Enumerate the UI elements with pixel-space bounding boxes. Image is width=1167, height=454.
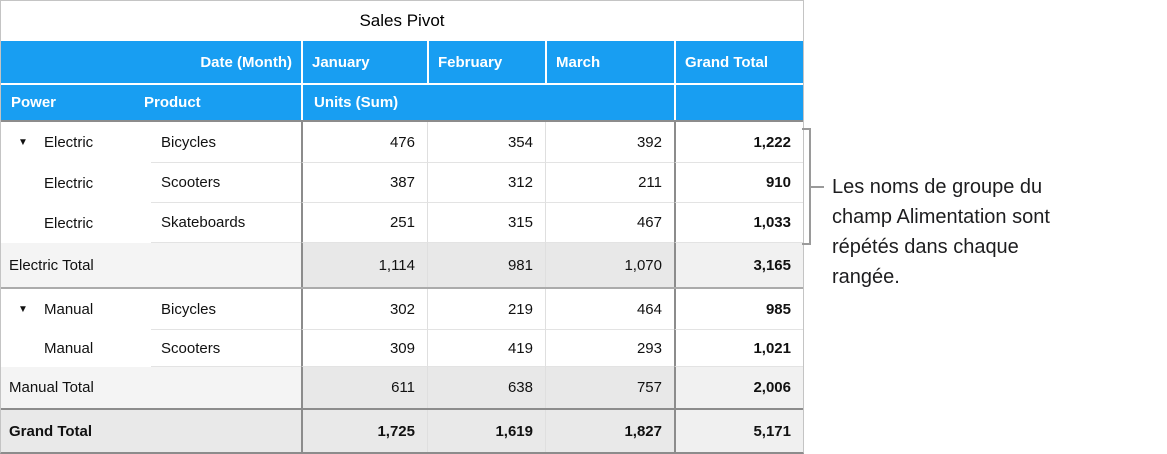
power-value: Manual: [44, 301, 94, 318]
power-cell[interactable]: Electric: [1, 163, 151, 203]
annotation-line: champ Alimentation sont: [832, 206, 1050, 228]
bracket-top-arm: [802, 128, 811, 130]
january-cell[interactable]: 387: [301, 163, 427, 203]
product-cell[interactable]: Scooters: [151, 163, 301, 203]
january-cell[interactable]: 309: [301, 330, 427, 367]
march-cell[interactable]: 1,070: [545, 243, 674, 287]
pivot-table: Sales Pivot Date (Month) January Februar…: [0, 0, 804, 454]
header-march[interactable]: March: [545, 41, 674, 83]
subtotal-label-cell[interactable]: Manual Total: [1, 367, 301, 408]
header-january[interactable]: January: [301, 41, 427, 83]
header-units-sum[interactable]: Units (Sum): [301, 85, 674, 120]
january-cell[interactable]: 1,114: [301, 243, 427, 287]
field-header-row: Power Product Units (Sum): [1, 85, 803, 122]
disclosure-triangle-icon[interactable]: ▼: [18, 136, 28, 148]
subtotal-label-cell[interactable]: Electric Total: [1, 243, 301, 287]
january-cell[interactable]: 611: [301, 367, 427, 408]
february-cell[interactable]: 638: [427, 367, 545, 408]
header-power-label: Power: [11, 94, 57, 111]
february-cell[interactable]: 1,619: [427, 410, 545, 452]
grand-total-cell[interactable]: 2,006: [674, 367, 803, 408]
march-cell[interactable]: 392: [545, 122, 674, 163]
table-row: Manual Scooters 309 419 293 1,021: [1, 330, 803, 367]
february-cell[interactable]: 419: [427, 330, 545, 367]
march-cell[interactable]: 757: [545, 367, 674, 408]
table-title: Sales Pivot: [359, 11, 445, 30]
product-cell[interactable]: Bicycles: [151, 122, 301, 163]
grand-total-cell[interactable]: 1,033: [674, 203, 803, 243]
grand-total-cell[interactable]: 1,021: [674, 330, 803, 367]
column-header-row: Date (Month) January February March Gran…: [1, 41, 803, 85]
subtotal-row: Manual Total 611 638 757 2,006: [1, 367, 803, 410]
february-cell[interactable]: 354: [427, 122, 545, 163]
march-cell[interactable]: 293: [545, 330, 674, 367]
bracket-pointer: [811, 186, 824, 188]
table-title-row: Sales Pivot: [1, 1, 803, 41]
grand-total-row: Grand Total 1,725 1,619 1,827 5,171: [1, 410, 803, 452]
grand-total-cell[interactable]: 5,171: [674, 410, 803, 452]
power-cell[interactable]: ▼ Electric: [1, 122, 151, 163]
power-cell[interactable]: Manual: [1, 330, 151, 367]
header-power-product[interactable]: Power Product: [1, 85, 301, 120]
march-cell[interactable]: 211: [545, 163, 674, 203]
header-grand-total[interactable]: Grand Total: [674, 41, 803, 83]
grand-total-label-cell[interactable]: Grand Total: [1, 410, 301, 452]
product-cell[interactable]: Scooters: [151, 330, 301, 367]
bracket-bottom-arm: [802, 243, 811, 245]
annotation-text: Les noms de groupe du champ Alimentation…: [832, 172, 1162, 292]
table-row: ▼ Manual Bicycles 302 219 464 985: [1, 289, 803, 330]
march-cell[interactable]: 467: [545, 203, 674, 243]
power-cell[interactable]: ▼ Manual: [1, 289, 151, 330]
product-cell[interactable]: Bicycles: [151, 289, 301, 330]
power-cell[interactable]: Electric: [1, 203, 151, 243]
power-value: Electric: [44, 214, 94, 232]
power-value: Electric: [44, 134, 94, 151]
header-date-month[interactable]: Date (Month): [200, 53, 292, 71]
bracket-vertical: [809, 128, 811, 245]
table-row: Electric Skateboards 251 315 467 1,033: [1, 203, 803, 243]
subtotal-row: Electric Total 1,114 981 1,070 3,165: [1, 243, 803, 289]
annotation-line: rangée.: [832, 266, 900, 288]
grand-total-cell[interactable]: 1,222: [674, 122, 803, 163]
january-cell[interactable]: 302: [301, 289, 427, 330]
february-cell[interactable]: 219: [427, 289, 545, 330]
table-row: ▼ Electric Bicycles 476 354 392 1,222: [1, 122, 803, 163]
header-grand-total-blank[interactable]: [674, 85, 803, 120]
power-value: Electric: [44, 174, 94, 192]
table-row: Electric Scooters 387 312 211 910: [1, 163, 803, 203]
march-cell[interactable]: 1,827: [545, 410, 674, 452]
january-cell[interactable]: 1,725: [301, 410, 427, 452]
february-cell[interactable]: 315: [427, 203, 545, 243]
grand-total-cell[interactable]: 3,165: [674, 243, 803, 287]
january-cell[interactable]: 251: [301, 203, 427, 243]
disclosure-triangle-icon[interactable]: ▼: [18, 303, 28, 315]
power-value: Manual: [44, 340, 94, 357]
february-cell[interactable]: 981: [427, 243, 545, 287]
grand-total-cell[interactable]: 985: [674, 289, 803, 330]
grand-total-cell[interactable]: 910: [674, 163, 803, 203]
header-product-label: Product: [144, 94, 201, 111]
march-cell[interactable]: 464: [545, 289, 674, 330]
annotation-line: répétés dans chaque: [832, 236, 1019, 258]
february-cell[interactable]: 312: [427, 163, 545, 203]
header-february[interactable]: February: [427, 41, 545, 83]
product-cell[interactable]: Skateboards: [151, 203, 301, 243]
january-cell[interactable]: 476: [301, 122, 427, 163]
annotation-line: Les noms de groupe du: [832, 176, 1043, 198]
